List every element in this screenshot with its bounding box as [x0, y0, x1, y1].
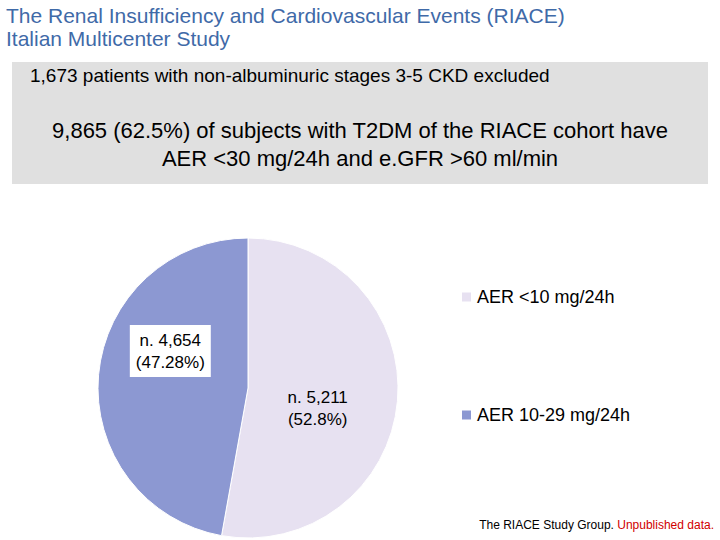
html-text:1,673 patients with non-albumi: 1,673 patients with non-albuminuric stag…	[30, 65, 550, 86]
svg-text:AER <10 mg/24h: AER <10 mg/24h	[477, 287, 615, 307]
svg-text:(47.28%): (47.28%)	[136, 353, 205, 372]
svg-text:AER 10-29 mg/24h: AER 10-29 mg/24h	[477, 405, 630, 425]
html-text:The Renal Insufficiency and Ca: The Renal Insufficiency and Cardiovascul…	[6, 4, 565, 50]
html-text:The RIACE Study Group. Unpubli: The RIACE Study Group. Unpublished data.	[479, 518, 714, 532]
svg-text:n. 5,211: n. 5,211	[288, 388, 348, 407]
svg-text:(52.8%): (52.8%)	[288, 410, 348, 429]
svg-text:n. 4,654: n. 4,654	[140, 331, 201, 350]
html-text:9,865 (62.5%) of subjects with: 9,865 (62.5%) of subjects with T2DM of t…	[52, 118, 668, 171]
